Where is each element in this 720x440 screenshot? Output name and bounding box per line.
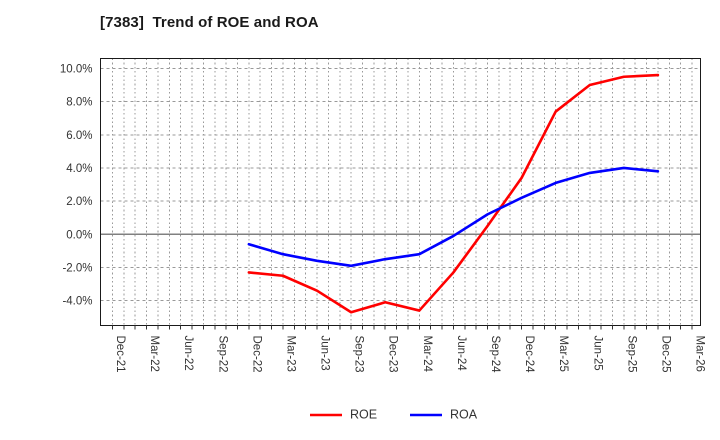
x-axis-tick-label: Dec-21 (114, 336, 126, 373)
y-axis-tick-label: 10.0% (60, 63, 93, 75)
y-axis-tick-label: -4.0% (62, 296, 92, 308)
x-axis-tick-label: Sep-22 (216, 336, 228, 373)
legend-label-roe: ROE (350, 407, 377, 421)
y-gridlines (100, 67, 701, 302)
y-axis-tick-label: 8.0% (66, 97, 92, 109)
x-axis-tick-label: Mar-22 (148, 336, 160, 372)
x-axis-tick-label: Mar-26 (694, 336, 706, 372)
y-axis-tick-label: 0.0% (66, 229, 92, 241)
series-line-roa (247, 166, 660, 268)
x-axis-tick-marks (112, 325, 693, 330)
chart-title: [7383] Trend of ROE and ROA (100, 14, 319, 31)
x-axis-tick-label: Dec-22 (250, 336, 262, 373)
chart-legend: ROE ROA (310, 407, 478, 421)
x-axis-tick-label: Dec-25 (659, 336, 671, 373)
y-axis-tick-label: -2.0% (62, 262, 92, 274)
x-axis-tick-label: Sep-25 (625, 336, 637, 373)
y-axis-tick-label: 4.0% (66, 163, 92, 175)
y-axis-tick-labels: 10.0% 8.0% 6.0% 4.0% 2.0% 0.0% -2.0% -4.0% (60, 63, 93, 307)
series-line-roe (247, 73, 660, 314)
x-gridlines (112, 58, 693, 326)
x-axis-tick-label: Mar-24 (421, 336, 433, 373)
x-axis-tick-label: Jun-24 (455, 336, 467, 372)
x-axis-tick-label: Mar-25 (557, 336, 569, 372)
x-axis-tick-label: Dec-24 (523, 336, 535, 374)
x-axis-tick-label: Mar-23 (284, 336, 296, 372)
x-axis-tick-label: Jun-23 (319, 336, 331, 371)
y-axis-tick-label: 6.0% (66, 130, 92, 142)
plot-frame (99, 57, 702, 327)
x-axis-tick-label: Jun-25 (591, 336, 603, 371)
x-axis-tick-label: Dec-23 (387, 336, 399, 373)
data-series-layer (247, 73, 660, 314)
y-axis-tick-label: 2.0% (66, 196, 92, 208)
x-axis-tick-labels: Dec-21 Mar-22 Jun-22 Sep-22 Dec-22 Mar-23 Jun-… (114, 336, 706, 374)
x-axis-tick-label: Sep-24 (489, 336, 501, 374)
legend-label-roa: ROA (450, 407, 478, 421)
x-axis-tick-label: Jun-22 (182, 336, 194, 371)
x-axis-tick-label: Sep-23 (353, 336, 365, 373)
